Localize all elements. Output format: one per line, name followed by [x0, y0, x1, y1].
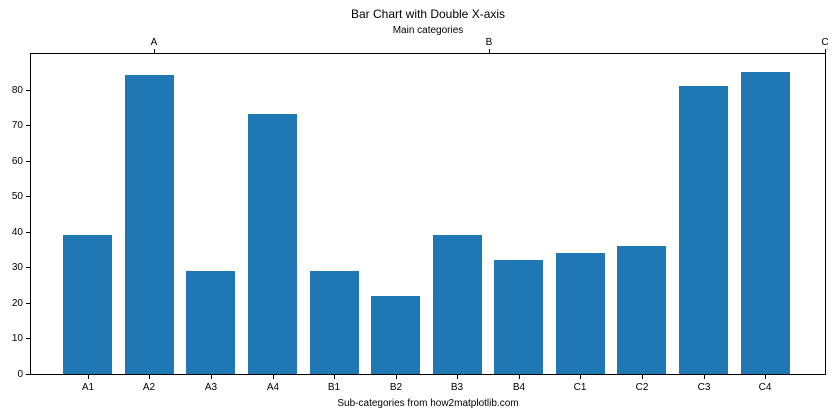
y-tick-mark — [26, 267, 30, 268]
bar-A2 — [124, 75, 174, 374]
x-tick-mark — [765, 375, 766, 379]
y-tick-mark — [26, 161, 30, 162]
y-tick-label: 50 — [11, 191, 23, 202]
x-tick-label: B1 — [327, 382, 341, 393]
plot-area — [30, 53, 826, 375]
bar-B2 — [371, 296, 421, 374]
y-tick-mark — [26, 303, 30, 304]
top-axis-label: Main categories — [392, 25, 464, 36]
bar-C2 — [617, 246, 667, 374]
y-tick-label: 30 — [11, 262, 23, 273]
x-tick-label: A3 — [204, 382, 218, 393]
x-tick-label: A1 — [81, 382, 95, 393]
top-tick-mark — [825, 49, 826, 53]
x-tick-mark — [396, 375, 397, 379]
x-tick-mark — [642, 375, 643, 379]
bar-A3 — [186, 271, 236, 374]
y-tick-label: 60 — [11, 156, 23, 167]
x-tick-label: A4 — [266, 382, 280, 393]
y-tick-mark — [26, 374, 30, 375]
bar-C1 — [555, 253, 605, 374]
bar-B1 — [309, 271, 359, 374]
bar-C3 — [679, 86, 728, 374]
x-tick-mark — [149, 375, 150, 379]
x-tick-mark — [334, 375, 335, 379]
x-tick-label: B4 — [512, 382, 526, 393]
y-tick-label: 10 — [11, 333, 23, 344]
y-tick-label: 80 — [11, 85, 23, 96]
x-tick-label: B3 — [450, 382, 464, 393]
bottom-axis-label: Sub-categories from how2matplotlib.com — [337, 398, 519, 409]
bar-A1 — [63, 235, 113, 374]
y-tick-mark — [26, 90, 30, 91]
bar-C4 — [740, 72, 790, 374]
top-tick-label: B — [485, 37, 493, 48]
bar-A4 — [248, 114, 297, 374]
chart-title: Bar Chart with Double X-axis — [350, 7, 506, 21]
x-tick-mark — [211, 375, 212, 379]
x-tick-mark — [704, 375, 705, 379]
x-tick-label: C1 — [573, 382, 587, 393]
top-tick-label: C — [821, 37, 829, 48]
y-tick-label: 0 — [17, 369, 23, 380]
x-tick-mark — [580, 375, 581, 379]
x-tick-label: B2 — [389, 382, 403, 393]
top-tick-mark — [154, 49, 155, 53]
x-tick-mark — [88, 375, 89, 379]
x-tick-label: C2 — [635, 382, 649, 393]
bar-B3 — [432, 235, 482, 374]
x-tick-mark — [457, 375, 458, 379]
x-tick-mark — [519, 375, 520, 379]
x-tick-mark — [273, 375, 274, 379]
y-tick-label: 70 — [11, 120, 23, 131]
y-tick-mark — [26, 196, 30, 197]
bar-B4 — [494, 260, 544, 374]
y-tick-mark — [26, 125, 30, 126]
x-tick-label: C4 — [758, 382, 772, 393]
y-tick-mark — [26, 232, 30, 233]
x-tick-label: C3 — [697, 382, 711, 393]
top-tick-label: A — [150, 37, 158, 48]
x-tick-label: A2 — [142, 382, 156, 393]
y-tick-mark — [26, 338, 30, 339]
y-tick-label: 20 — [11, 298, 23, 309]
y-tick-label: 40 — [11, 227, 23, 238]
top-tick-mark — [489, 49, 490, 53]
